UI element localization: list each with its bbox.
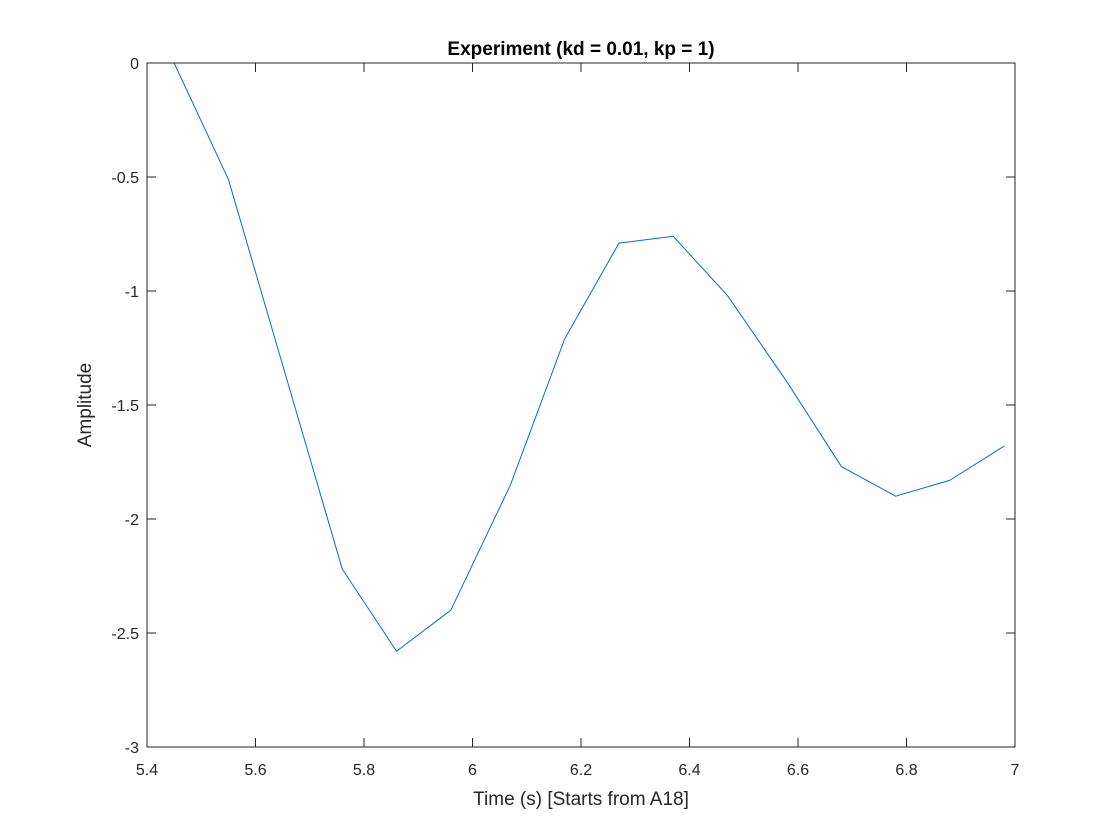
y-tick-label: 0 — [130, 56, 139, 73]
y-tick-label: -3 — [125, 740, 139, 757]
y-tick-label: -1.5 — [111, 398, 139, 415]
x-tick-label: 5.4 — [136, 762, 158, 779]
y-tick-label: -0.5 — [111, 170, 139, 187]
x-tick-label: 6.8 — [895, 762, 917, 779]
x-tick-label: 6 — [468, 762, 477, 779]
series-line — [173, 62, 1005, 652]
y-axis-label: Amplitude — [75, 363, 96, 448]
x-axis-label: Time (s) [Starts from A18] — [473, 789, 689, 810]
x-tick-label: 6.6 — [787, 762, 809, 779]
plot-background — [147, 63, 1015, 747]
series-group — [173, 62, 1005, 652]
x-tick-label: 7 — [1011, 762, 1020, 779]
x-tick-label: 5.8 — [353, 762, 375, 779]
y-tick-label: -2.5 — [111, 626, 139, 643]
y-tick-label: -2 — [125, 512, 139, 529]
x-tick-label: 6.2 — [570, 762, 592, 779]
chart-title: Experiment (kd = 0.01, kp = 1) — [447, 39, 714, 60]
y-tick-label: -1 — [125, 284, 139, 301]
x-tick-label: 6.4 — [678, 762, 700, 779]
x-tick-label: 5.6 — [244, 762, 266, 779]
tick-labels: 5.4 5.6 5.8 6 6.2 6.4 6.6 6.8 7 -3 -2.5 -2 -1.5 -1 -0.… — [111, 56, 1019, 779]
plot-frame — [146, 62, 1016, 748]
